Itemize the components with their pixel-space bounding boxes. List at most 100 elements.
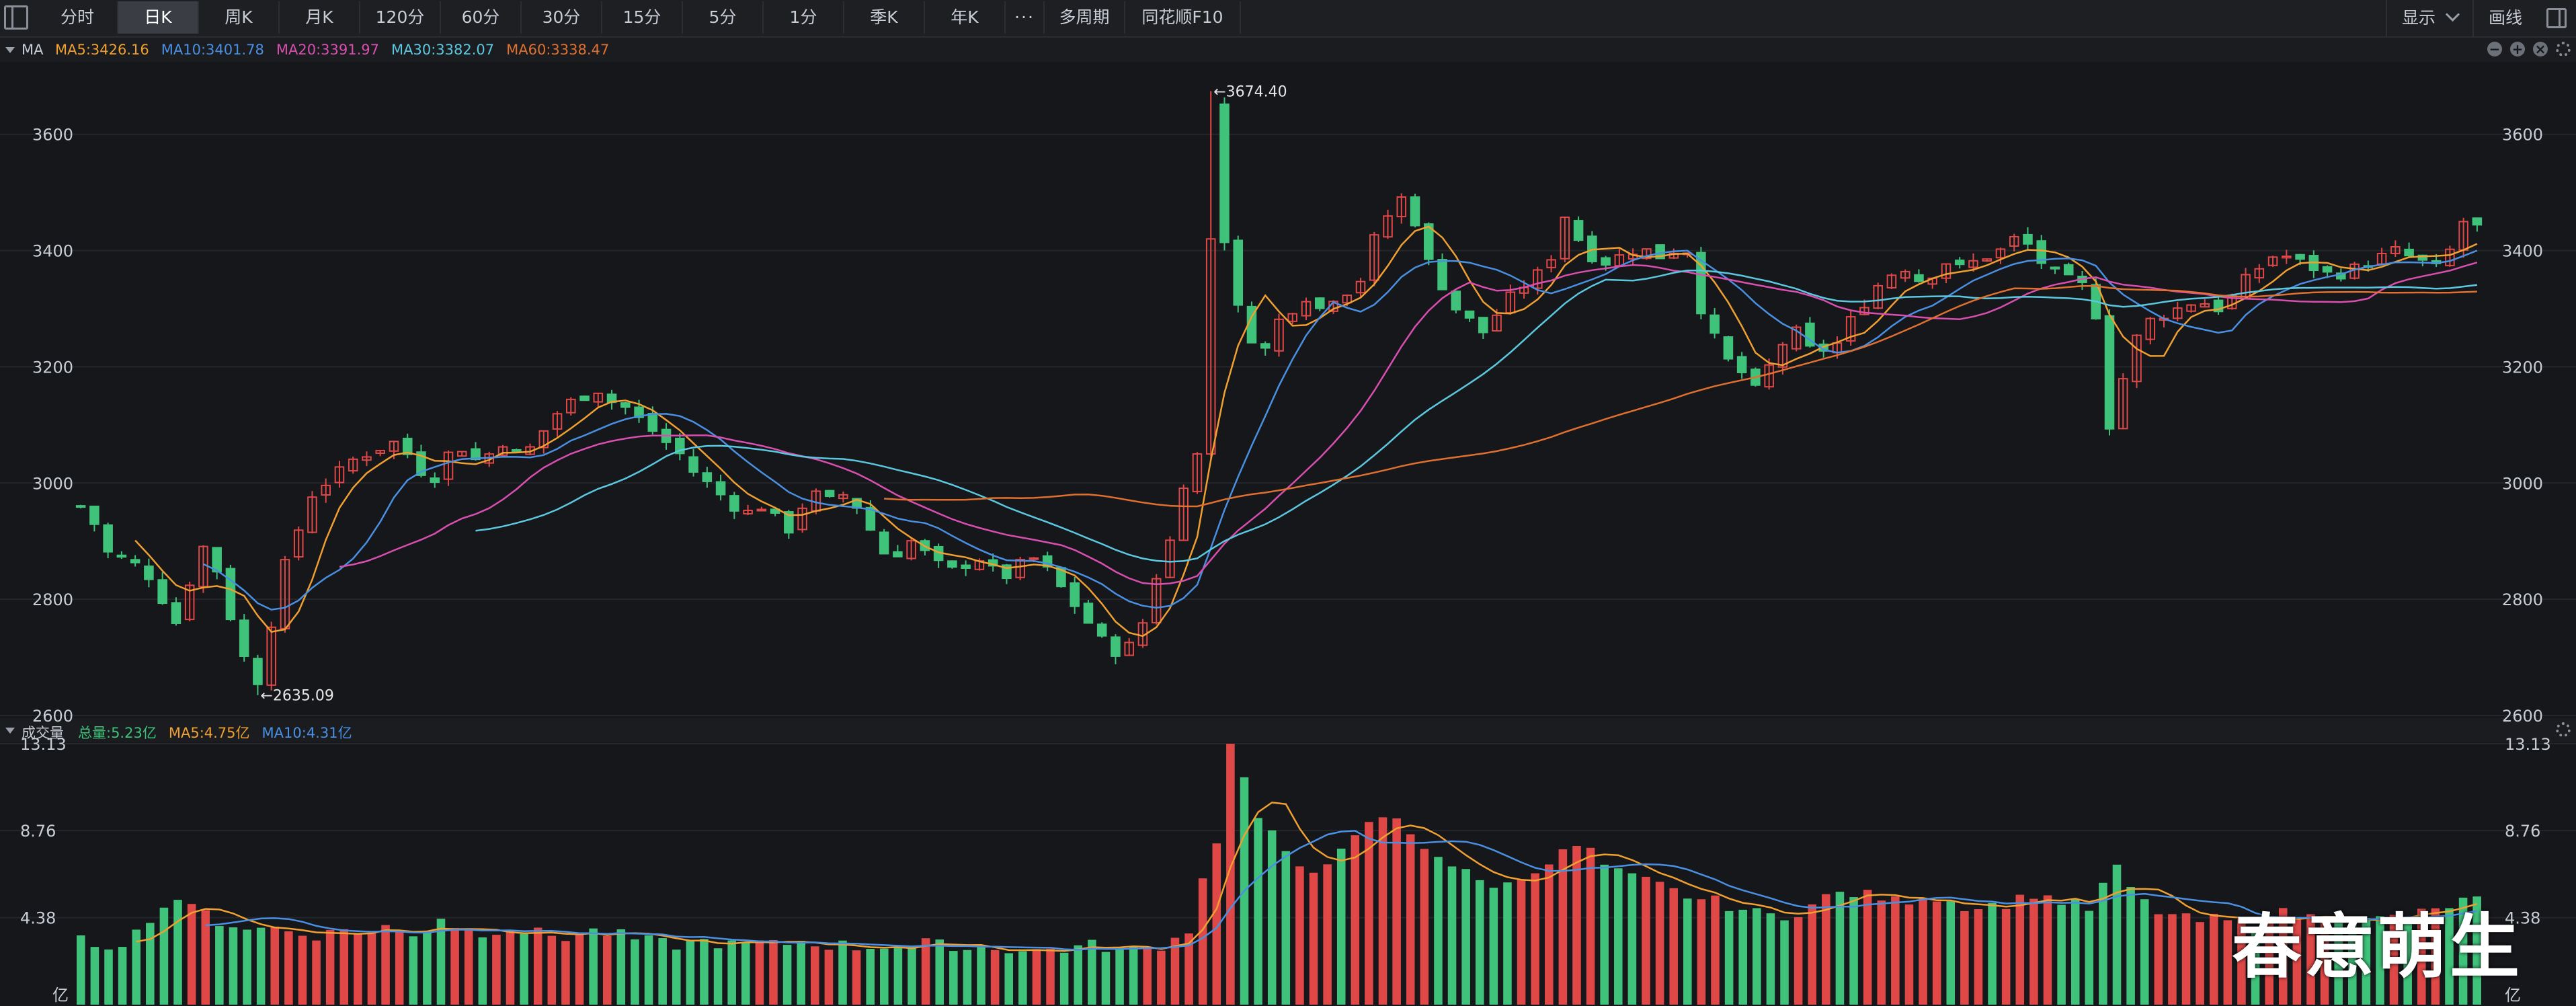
display-label: 显示 xyxy=(2401,8,2436,28)
candle-body xyxy=(2472,217,2483,226)
collapse-triangle-icon[interactable] xyxy=(5,47,15,53)
volume-bar xyxy=(1420,849,1429,1005)
side-panel-icon[interactable] xyxy=(2546,8,2567,28)
tab-period[interactable]: 日K xyxy=(118,1,199,34)
volume-bar xyxy=(450,928,459,1005)
volume-bar xyxy=(852,950,861,1005)
volume-bar xyxy=(1004,953,1014,1005)
display-menu-button[interactable]: 显示 xyxy=(2385,0,2472,36)
volume-bar xyxy=(1184,933,1193,1005)
ma-line-ma5 xyxy=(134,225,2478,637)
candle-body xyxy=(1601,257,1611,266)
collapse-triangle-icon[interactable] xyxy=(5,728,15,734)
candle-body xyxy=(2390,246,2401,254)
candle-body xyxy=(1111,636,1121,657)
candle-body xyxy=(1464,310,1475,319)
minus-icon[interactable]: − xyxy=(2487,42,2502,56)
candle-body xyxy=(1573,220,1584,241)
candle-body xyxy=(89,505,99,525)
close-icon[interactable]: × xyxy=(2533,42,2548,56)
gear-icon[interactable] xyxy=(2556,42,2571,56)
tab-period[interactable]: 周K xyxy=(199,1,280,34)
volume-bar xyxy=(1157,950,1166,1005)
candle-body xyxy=(184,584,195,621)
tab-period[interactable]: 5分 xyxy=(683,1,764,34)
tab-period[interactable]: 30分 xyxy=(522,1,602,34)
period-tabs: 分时 日K 周K 月K 120分 60分 30分 15分 5分 1分 季K 年K ··· 多周期 同花顺F1… xyxy=(38,1,1241,35)
candle-body xyxy=(1914,274,1924,282)
volume-bar xyxy=(1544,864,1554,1005)
candle-body xyxy=(906,540,916,559)
candle-body xyxy=(307,496,317,533)
candle-body xyxy=(702,472,713,482)
candle-body xyxy=(2254,268,2265,279)
tab-period[interactable]: 分时 xyxy=(38,1,118,34)
tab-period[interactable]: 月K xyxy=(280,1,360,34)
volume-bar xyxy=(201,910,210,1005)
volume-bar xyxy=(963,950,972,1005)
tab-period[interactable]: 15分 xyxy=(602,1,683,34)
candle-body xyxy=(715,481,726,496)
volume-bar xyxy=(1101,952,1111,1005)
tab-period[interactable]: 120分 xyxy=(360,1,441,34)
plus-icon[interactable]: + xyxy=(2510,42,2525,56)
volume-bar xyxy=(159,907,169,1005)
candle-body xyxy=(334,466,345,483)
tab-period[interactable]: 多周期 xyxy=(1045,1,1125,34)
volume-bar xyxy=(1517,879,1526,1005)
legend-item: MA30:3382.07 xyxy=(391,42,495,58)
draw-line-button[interactable]: 画线 xyxy=(2472,0,2537,36)
candle-body xyxy=(511,449,522,452)
volume-bar xyxy=(1336,848,1346,1005)
candle-body xyxy=(2036,240,2047,264)
volume-bar xyxy=(2347,923,2357,1005)
tab-period[interactable]: 年K xyxy=(925,1,1006,34)
candle-body xyxy=(1192,453,1203,492)
candle-body xyxy=(1437,259,1447,291)
candle-body xyxy=(144,566,154,580)
candle-body xyxy=(893,551,903,557)
legend-item: 总量:5.23亿 xyxy=(78,725,157,741)
volume-bar xyxy=(2112,864,2122,1005)
volume-bar xyxy=(1932,901,1941,1005)
volume-bar xyxy=(2029,898,2038,1005)
y-tick-label-left: 3400 xyxy=(32,242,73,261)
volume-bar xyxy=(838,940,847,1005)
volume-bar xyxy=(492,935,501,1005)
candle-body xyxy=(375,450,385,454)
volume-bar xyxy=(1489,888,1498,1005)
tab-period[interactable]: 1分 xyxy=(764,1,844,34)
y-tick-label-right: 2600 xyxy=(2502,707,2543,726)
volume-bar xyxy=(1849,897,1858,1005)
candle-body xyxy=(1736,356,1747,373)
volume-bar xyxy=(1088,939,1096,1005)
candle-body xyxy=(2023,233,2033,245)
volume-bar xyxy=(2209,913,2218,1005)
tab-period[interactable]: 60分 xyxy=(441,1,522,34)
volume-bar xyxy=(727,940,736,1005)
tab-period[interactable]: 同花顺F10 xyxy=(1125,1,1241,34)
gear-icon[interactable] xyxy=(2556,722,2571,737)
volume-bar xyxy=(782,945,792,1005)
candle-body xyxy=(2173,307,2183,319)
y-tick-label-left: 2800 xyxy=(32,590,73,609)
candle-body xyxy=(2445,248,2455,266)
tab-period[interactable]: 季K xyxy=(844,1,925,34)
candle-body xyxy=(1859,307,1869,315)
vol-tick-label-left: 4.38 xyxy=(20,909,56,928)
volume-bar xyxy=(893,947,903,1005)
layout-toggle-icon[interactable] xyxy=(4,5,28,30)
candle-body xyxy=(430,477,440,483)
volume-bar xyxy=(104,950,113,1005)
volume-bar xyxy=(1531,873,1539,1005)
candle-body xyxy=(2104,315,2115,430)
tab-period[interactable]: ··· xyxy=(1006,1,1045,34)
legend-item: MA10:3401.78 xyxy=(161,42,264,58)
y-tick-label-right: 3600 xyxy=(2502,126,2543,145)
volume-bar xyxy=(1572,845,1581,1005)
volume-bar xyxy=(1655,882,1664,1005)
volume-bar xyxy=(229,927,238,1005)
volume-bar xyxy=(478,937,487,1005)
watermark: 春意萌生 xyxy=(2231,906,2522,988)
